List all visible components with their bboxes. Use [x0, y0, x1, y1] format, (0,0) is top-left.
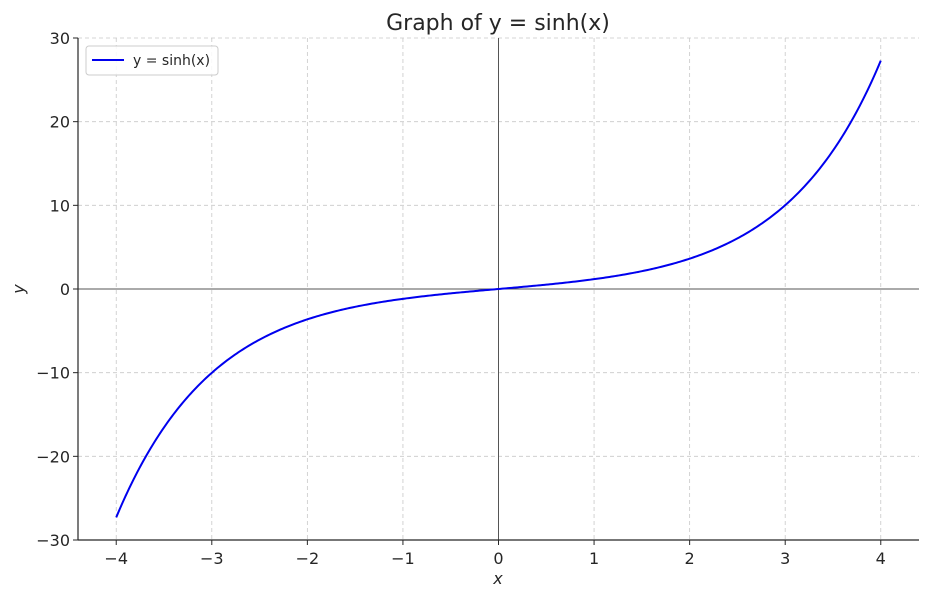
x-tick-label: 3 [780, 549, 790, 568]
y-tick-label: −30 [36, 531, 70, 550]
y-tick-label: 30 [50, 29, 70, 48]
legend: y = sinh(x) [85, 45, 219, 76]
y-axis-label: y [9, 284, 28, 295]
y-tick-label: 10 [50, 196, 70, 215]
x-tick-label: 0 [493, 549, 503, 568]
x-tick-label: 1 [589, 549, 599, 568]
y-tick-label: −10 [36, 364, 70, 383]
y-tick-label: −20 [36, 447, 70, 466]
legend-box [85, 45, 219, 76]
series-line-0 [115, 60, 882, 518]
y-tick-label: 20 [50, 113, 70, 132]
x-tick-label: −2 [296, 549, 320, 568]
series-layer [115, 60, 882, 518]
x-tick-label: −4 [104, 549, 128, 568]
x-axis-label: x [492, 569, 503, 588]
x-tick-label: 2 [685, 549, 695, 568]
legend-label: y = sinh(x) [133, 53, 210, 69]
x-tick-label: −3 [200, 549, 224, 568]
x-tick-label: 4 [876, 549, 886, 568]
y-tick-label: 0 [60, 280, 70, 299]
x-tick-label: −1 [391, 549, 415, 568]
chart-title: Graph of y = sinh(x) [386, 11, 610, 36]
